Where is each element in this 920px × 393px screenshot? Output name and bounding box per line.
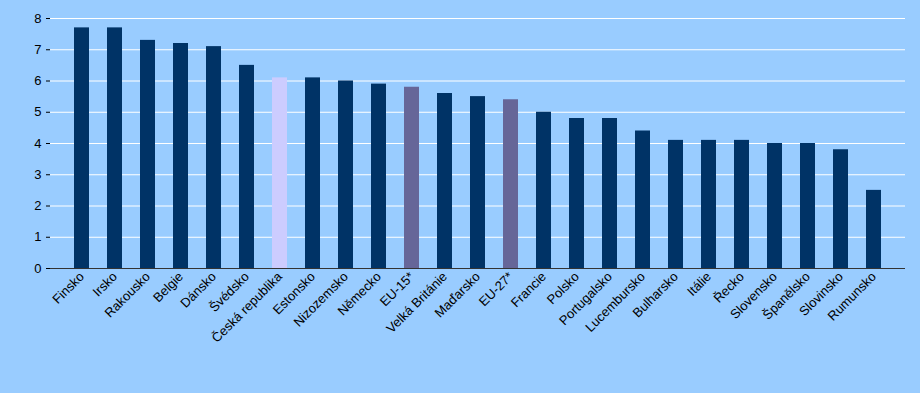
svg-text:Portugalsko: Portugalsko [555, 269, 616, 329]
svg-text:2: 2 [34, 198, 41, 213]
svg-text:Španělsko: Španělsko [759, 269, 814, 323]
svg-text:4: 4 [34, 136, 41, 151]
svg-text:6: 6 [34, 73, 41, 88]
svg-text:Irsko: Irsko [89, 269, 121, 300]
svg-text:0: 0 [34, 261, 41, 276]
svg-text:Slovensko: Slovensko [727, 269, 781, 322]
svg-text:Bulharsko: Bulharsko [630, 269, 681, 320]
svg-text:Polsko: Polsko [543, 269, 583, 308]
svg-text:Estonsko: Estonsko [269, 269, 319, 318]
svg-text:5: 5 [34, 104, 41, 119]
svg-text:Česká republika: Česká republika [208, 269, 286, 346]
svg-text:7: 7 [34, 42, 41, 57]
svg-text:Německo: Německo [335, 269, 384, 318]
svg-text:3: 3 [34, 167, 41, 182]
svg-text:Rakousko: Rakousko [102, 269, 153, 320]
svg-text:Dánsko: Dánsko [177, 269, 220, 311]
svg-text:Lucembursko: Lucembursko [582, 269, 649, 335]
svg-text:Řecko: Řecko [710, 269, 748, 306]
svg-text:Finsko: Finsko [49, 269, 87, 307]
svg-text:8: 8 [34, 11, 41, 26]
svg-text:Velká Británie: Velká Británie [383, 269, 451, 336]
svg-text:Slovinsko: Slovinsko [796, 269, 847, 319]
svg-text:EU-27*: EU-27* [475, 269, 517, 310]
svg-text:Francie: Francie [508, 269, 549, 310]
svg-text:EU-15*: EU-15* [376, 269, 418, 310]
svg-text:Nizozemsko: Nizozemsko [290, 269, 352, 330]
svg-text:Rumunsko: Rumunsko [825, 269, 880, 324]
svg-text:Švédsko: Švédsko [206, 269, 253, 315]
svg-text:1: 1 [34, 229, 41, 244]
svg-text:Maďarsko: Maďarsko [432, 269, 484, 321]
svg-text:Itálie: Itálie [684, 269, 715, 299]
svg-text:Belgie: Belgie [149, 269, 187, 306]
